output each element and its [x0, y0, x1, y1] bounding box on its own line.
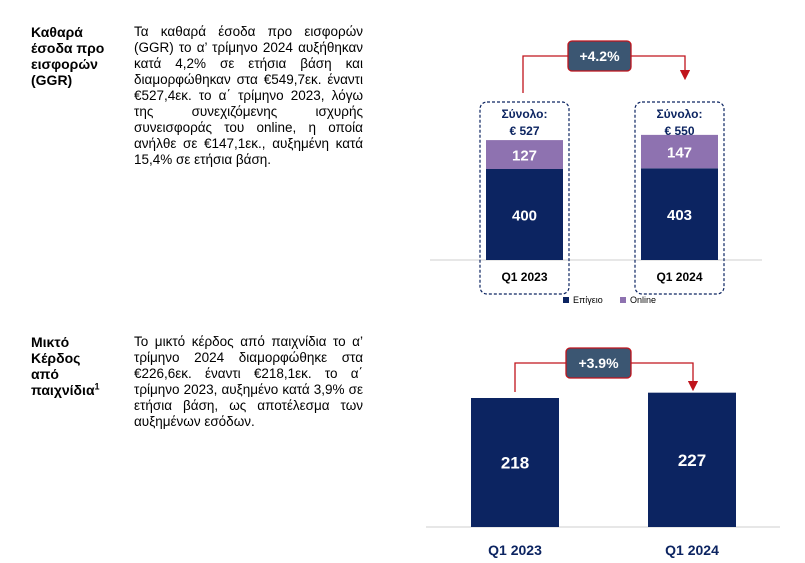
chart1-bar-land — [641, 168, 718, 260]
gross-profit-heading: Μικτό Κέρδος από παιχνίδια1 — [31, 334, 111, 398]
chart1-total-value: € 527 — [509, 124, 539, 138]
chart1-growth-label: +4.2% — [579, 48, 620, 64]
ggr-heading-text: Καθαρά έσοδα προ εισφορών (GGR) — [31, 24, 105, 88]
chart1-category-label: Q1 2024 — [656, 270, 702, 284]
footnote-marker: 1 — [94, 381, 100, 392]
chart1-bar-value: 403 — [667, 207, 692, 224]
chart2-bar — [648, 392, 736, 527]
gross-profit-heading-text: Μικτό Κέρδος από παιχνίδια — [31, 334, 95, 398]
chart2-growth-badge — [565, 347, 632, 379]
chart2-bar — [471, 398, 559, 527]
ggr-paragraph: Τα καθαρά έσοδα προ εισφορών (GGR) το α’… — [134, 24, 363, 167]
chart1-bar-online — [641, 134, 718, 169]
ggr-heading: Καθαρά έσοδα προ εισφορών (GGR) — [31, 24, 117, 88]
chart2-category-label: Q1 2024 — [665, 542, 719, 558]
chart1-bar-value: 147 — [667, 145, 692, 162]
legend-label-land: Επίγειο — [573, 295, 603, 305]
chart2-category-label: Q1 2023 — [488, 542, 542, 558]
chart2-growth-label: +3.9% — [578, 355, 619, 371]
chart1-group-frame — [479, 101, 570, 295]
chart1-bar-land — [486, 169, 563, 260]
chart1-total-prefix: Σύνολο: — [501, 107, 547, 121]
chart1-total-value: € 550 — [664, 124, 694, 138]
legend-swatch-online — [620, 297, 626, 303]
chart1-bar-value: 400 — [512, 208, 537, 225]
chart1-total-prefix: Σύνολο: — [656, 107, 702, 121]
chart1-bar-value: 127 — [512, 148, 537, 165]
chart1-category-label: Q1 2023 — [501, 270, 547, 284]
legend-label-online: Online — [630, 295, 656, 305]
chart1-growth-badge — [567, 40, 632, 72]
gross-profit-paragraph: Το μικτό κέρδος από παιχνίδια το α’ τρίμ… — [134, 334, 363, 429]
legend-swatch-land — [563, 297, 569, 303]
chart2-bar-value: 218 — [501, 454, 529, 473]
chart1-group-frame — [634, 101, 725, 295]
chart1-bar-online — [486, 140, 563, 169]
chart2-bar-value: 227 — [678, 451, 706, 470]
